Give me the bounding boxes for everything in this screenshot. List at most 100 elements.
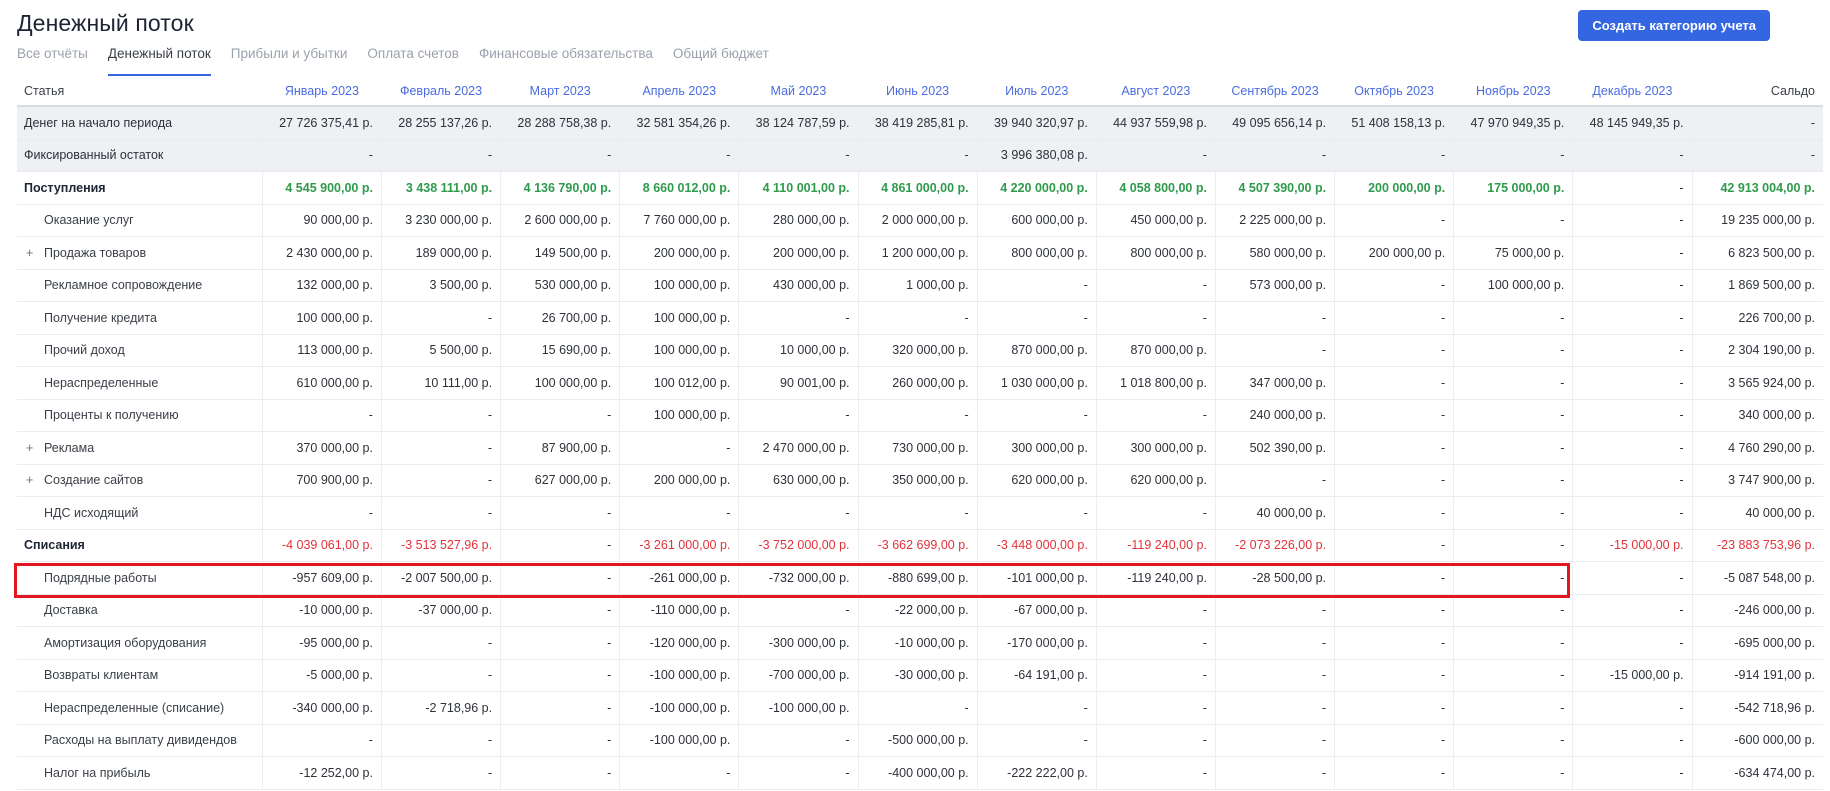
total-cell[interactable]: 19 235 000,00 р.: [1691, 204, 1823, 237]
table-row-highlighted[interactable]: Возвраты клиентам -5 000,00 р. - - -100 000,…: [17, 659, 1823, 692]
value-cell[interactable]: -: [976, 399, 1097, 432]
value-cell[interactable]: -: [1572, 236, 1692, 270]
value-cell[interactable]: -: [1334, 431, 1454, 465]
value-cell[interactable]: 28 288 758,38 р.: [500, 106, 620, 140]
total-cell[interactable]: 3 747 900,00 р.: [1691, 464, 1823, 497]
table-row[interactable]: + Создание сайтов 700 900,00 р. -627 000,00…: [17, 464, 1823, 497]
column-header-month[interactable]: Ноябрь 2023: [1453, 76, 1573, 107]
value-cell[interactable]: -: [1453, 691, 1573, 725]
value-cell[interactable]: -: [500, 529, 620, 562]
value-cell[interactable]: 10 000,00 р.: [738, 334, 859, 367]
value-cell[interactable]: -: [1214, 724, 1335, 757]
value-cell[interactable]: -: [1453, 204, 1573, 237]
value-cell[interactable]: 28 255 137,26 р.: [380, 106, 501, 140]
value-cell[interactable]: -: [1572, 691, 1692, 725]
total-cell[interactable]: -23 883 753,96 р.: [1691, 529, 1823, 562]
value-cell[interactable]: -: [1572, 756, 1692, 790]
value-cell[interactable]: 5 500,00 р.: [380, 334, 501, 367]
table-row[interactable]: Нераспределенные 610 000,00 р. 10 111,00 р…: [17, 366, 1823, 400]
value-cell[interactable]: -: [619, 756, 739, 790]
value-cell[interactable]: -: [1334, 464, 1454, 497]
value-cell[interactable]: 4 507 390,00 р.: [1214, 171, 1335, 205]
column-header-month[interactable]: Февраль 2023: [381, 76, 501, 107]
total-cell[interactable]: 3 565 924,00 р.: [1691, 366, 1823, 400]
value-cell[interactable]: -67 000,00 р.: [976, 594, 1097, 627]
value-cell[interactable]: -: [1095, 269, 1216, 302]
value-cell[interactable]: 200 000,00 р.: [1334, 236, 1454, 270]
value-cell[interactable]: 730 000,00 р.: [857, 431, 978, 465]
value-cell[interactable]: -: [1095, 626, 1216, 660]
value-cell[interactable]: 48 145 949,35 р.: [1572, 106, 1692, 140]
table-row[interactable]: Денег на начало периода 27 726 375,41 р. 2…: [17, 106, 1823, 140]
total-cell[interactable]: -: [1691, 139, 1823, 172]
value-cell[interactable]: -: [1334, 724, 1454, 757]
value-cell[interactable]: 189 000,00 р.: [380, 236, 501, 270]
value-cell[interactable]: -: [738, 724, 859, 757]
value-cell[interactable]: -: [1572, 464, 1692, 497]
value-cell[interactable]: -64 191,00 р.: [976, 659, 1097, 692]
value-cell[interactable]: -: [1453, 529, 1573, 562]
value-cell[interactable]: -100 000,00 р.: [619, 691, 739, 725]
value-cell[interactable]: -: [1453, 139, 1573, 172]
value-cell[interactable]: 100 012,00 р.: [619, 366, 739, 400]
value-cell[interactable]: -: [1214, 626, 1335, 660]
value-cell[interactable]: -400 000,00 р.: [857, 756, 978, 790]
value-cell[interactable]: -: [1453, 301, 1573, 335]
value-cell[interactable]: -: [1334, 626, 1454, 660]
value-cell[interactable]: 870 000,00 р.: [1095, 334, 1216, 367]
value-cell[interactable]: -: [976, 691, 1097, 725]
value-cell[interactable]: 4 545 900,00 р.: [261, 171, 382, 205]
value-cell[interactable]: 100 000,00 р.: [619, 269, 739, 302]
total-cell[interactable]: -: [1691, 106, 1823, 140]
expand-plus-icon[interactable]: +: [26, 440, 34, 455]
value-cell[interactable]: 100 000,00 р.: [1453, 269, 1573, 302]
value-cell[interactable]: -: [1572, 301, 1692, 335]
value-cell[interactable]: -95 000,00 р.: [261, 626, 382, 660]
value-cell[interactable]: 240 000,00 р.: [1214, 399, 1335, 432]
value-cell[interactable]: 1 200 000,00 р.: [857, 236, 978, 270]
value-cell[interactable]: 280 000,00 р.: [738, 204, 859, 237]
value-cell[interactable]: 320 000,00 р.: [857, 334, 978, 367]
value-cell[interactable]: 7 760 000,00 р.: [619, 204, 739, 237]
value-cell[interactable]: -119 240,00 р.: [1095, 529, 1216, 562]
value-cell[interactable]: -5 000,00 р.: [261, 659, 382, 692]
value-cell[interactable]: 87 900,00 р.: [500, 431, 620, 465]
value-cell[interactable]: -: [1334, 399, 1454, 432]
value-cell[interactable]: -: [976, 724, 1097, 757]
tab-financial-obligations[interactable]: Финансовые обязательства: [478, 46, 653, 61]
value-cell[interactable]: -: [261, 399, 382, 432]
value-cell[interactable]: -: [1453, 626, 1573, 660]
value-cell[interactable]: -: [857, 691, 978, 725]
value-cell[interactable]: -: [1572, 496, 1692, 530]
value-cell[interactable]: -: [1334, 529, 1454, 562]
value-cell[interactable]: -: [1214, 756, 1335, 790]
table-row[interactable]: Амортизация оборудования -95 000,00 р. - - -…: [17, 626, 1823, 660]
value-cell[interactable]: -: [738, 756, 859, 790]
value-cell[interactable]: -: [261, 724, 382, 757]
value-cell[interactable]: 620 000,00 р.: [1095, 464, 1216, 497]
value-cell[interactable]: -: [1214, 691, 1335, 725]
table-row[interactable]: Рекламное сопровождение 132 000,00 р. 3 50…: [17, 269, 1823, 302]
value-cell[interactable]: -: [1334, 659, 1454, 692]
value-cell[interactable]: -: [380, 496, 501, 530]
table-row[interactable]: Фиксированный остаток - - - - - -3 996 380,08 …: [17, 139, 1823, 172]
value-cell[interactable]: -110 000,00 р.: [619, 594, 739, 627]
value-cell[interactable]: 430 000,00 р.: [738, 269, 859, 302]
value-cell[interactable]: -: [1334, 561, 1454, 595]
value-cell[interactable]: 2 600 000,00 р.: [500, 204, 620, 237]
value-cell[interactable]: 1 018 800,00 р.: [1095, 366, 1216, 400]
value-cell[interactable]: -28 500,00 р.: [1214, 561, 1335, 595]
value-cell[interactable]: -2 073 226,00 р.: [1214, 529, 1335, 562]
value-cell[interactable]: -: [1572, 561, 1692, 595]
tab-cash-flow[interactable]: Денежный поток: [107, 46, 211, 76]
value-cell[interactable]: -: [1453, 366, 1573, 400]
value-cell[interactable]: -: [857, 496, 978, 530]
value-cell[interactable]: -15 000,00 р.: [1572, 659, 1692, 692]
value-cell[interactable]: -22 000,00 р.: [857, 594, 978, 627]
value-cell[interactable]: 4 136 790,00 р.: [500, 171, 620, 205]
value-cell[interactable]: -: [380, 464, 501, 497]
value-cell[interactable]: -880 699,00 р.: [857, 561, 978, 595]
value-cell[interactable]: -: [738, 399, 859, 432]
table-row[interactable]: + Реклама 370 000,00 р. -87 900,00 р. -2 470…: [17, 431, 1823, 465]
value-cell[interactable]: -: [1453, 659, 1573, 692]
